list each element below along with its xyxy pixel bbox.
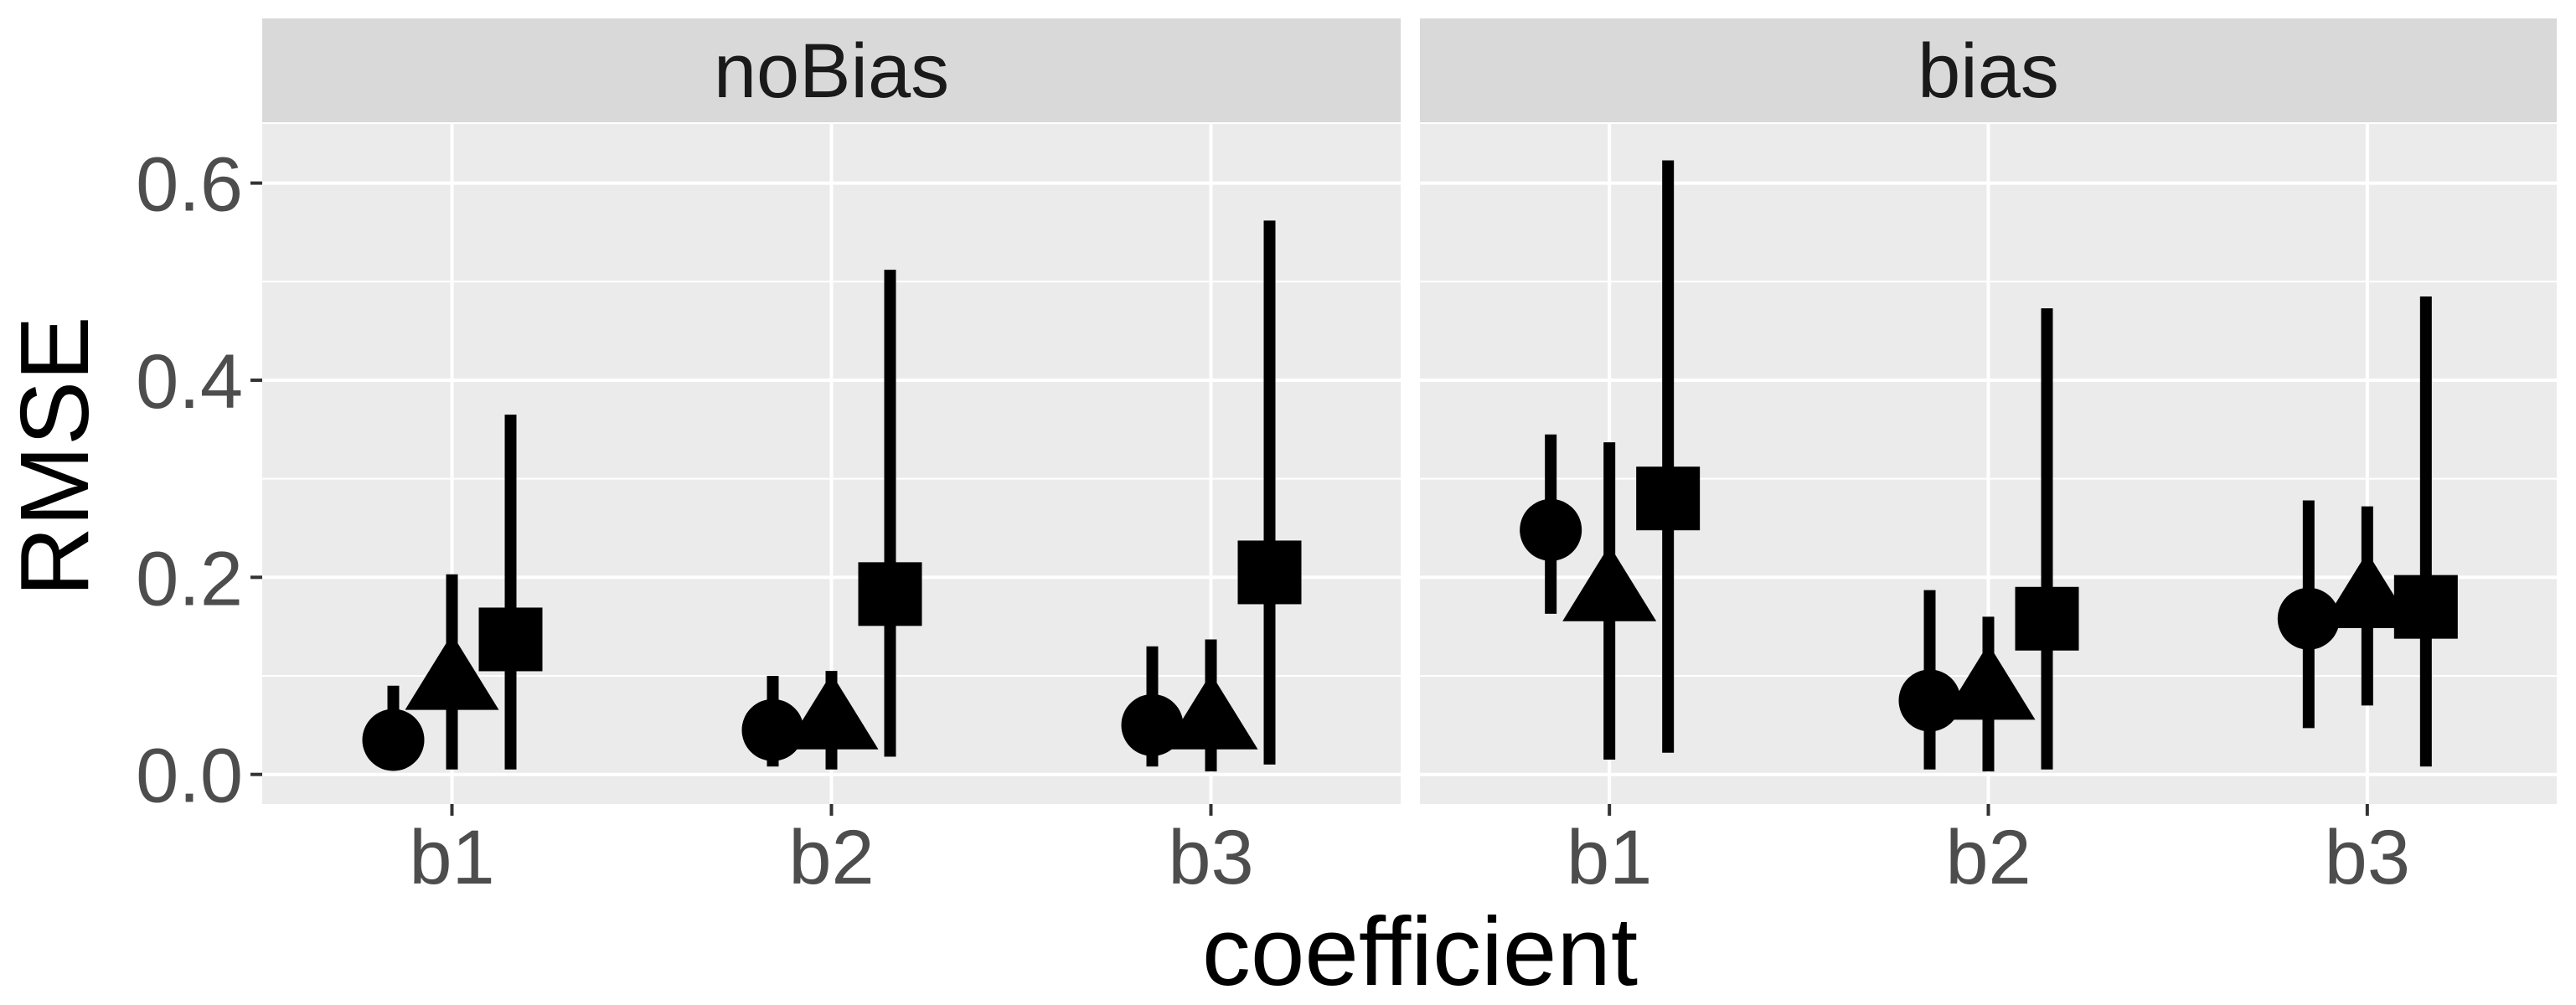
square-marker [478, 607, 543, 672]
point-range-b1-circle [1520, 434, 1582, 614]
triangle-marker [2320, 552, 2414, 628]
triangle-marker [405, 633, 499, 710]
x-tick-label-b1: b1 [409, 815, 494, 900]
square-marker [2015, 586, 2079, 651]
circle-marker [2277, 587, 2340, 650]
circle-marker [1121, 693, 1184, 756]
y-tick-label: 0.2 [136, 536, 243, 621]
y-tick-label: 0.6 [136, 142, 243, 228]
x-tick-label-b3: b3 [2325, 815, 2410, 900]
point-range-b2-triangle [1941, 616, 2036, 772]
x-tick-label-b3: b3 [1168, 815, 1253, 900]
point-range-b1-circle [362, 685, 425, 771]
strip-background [1420, 18, 2557, 122]
y-axis-title: RMSE [0, 316, 109, 596]
circle-marker [1520, 498, 1582, 561]
strip-label: bias [1918, 28, 2059, 114]
square-marker [1636, 466, 1701, 531]
panel-noBias: noBias b1 b2 b3 [262, 18, 1401, 900]
x-tick-label-b1: b1 [1567, 815, 1652, 900]
strip-label: noBias [714, 28, 949, 114]
circle-marker [741, 698, 804, 761]
triangle-marker [1562, 544, 1657, 621]
square-marker [1237, 540, 1302, 605]
x-axis-title: coefficient [1202, 897, 1638, 1005]
point-range-b3-triangle [2320, 506, 2414, 706]
circle-marker [362, 709, 425, 771]
point-range-b3-circle [1121, 646, 1184, 767]
point-range-b2-triangle [784, 671, 879, 770]
panel-bias: bias b1 b2 b3 [1420, 18, 2557, 900]
point-range-b3-square [2393, 296, 2458, 767]
triangle-marker [784, 673, 879, 750]
point-range-b1-square [1636, 160, 1701, 753]
y-tick-label: 0.0 [136, 734, 243, 819]
x-tick-label-b2: b2 [788, 815, 874, 900]
circle-marker [1898, 669, 1961, 732]
point-range-b2-square [858, 270, 922, 757]
panels-layer: noBias b1 b2 b3 bias b1 b2 b3 [262, 18, 2557, 900]
y-axis: 0.0 0.2 0.4 0.6 [136, 142, 262, 819]
square-marker [858, 562, 922, 626]
point-range-b2-square [2015, 308, 2079, 770]
strip-background [262, 18, 1401, 122]
point-range-b3-triangle [1164, 639, 1258, 772]
point-range-b1-triangle [405, 574, 499, 770]
triangle-marker [1941, 643, 2036, 720]
point-range-b3-circle [2277, 500, 2340, 729]
point-range-b1-triangle [1562, 442, 1657, 760]
y-tick-label: 0.4 [136, 339, 243, 425]
triangle-marker [1164, 673, 1258, 750]
x-tick-label-b2: b2 [1945, 815, 2031, 900]
square-marker [2393, 575, 2458, 639]
point-range-b3-square [1237, 220, 1302, 765]
point-range-b1-square [478, 415, 543, 770]
